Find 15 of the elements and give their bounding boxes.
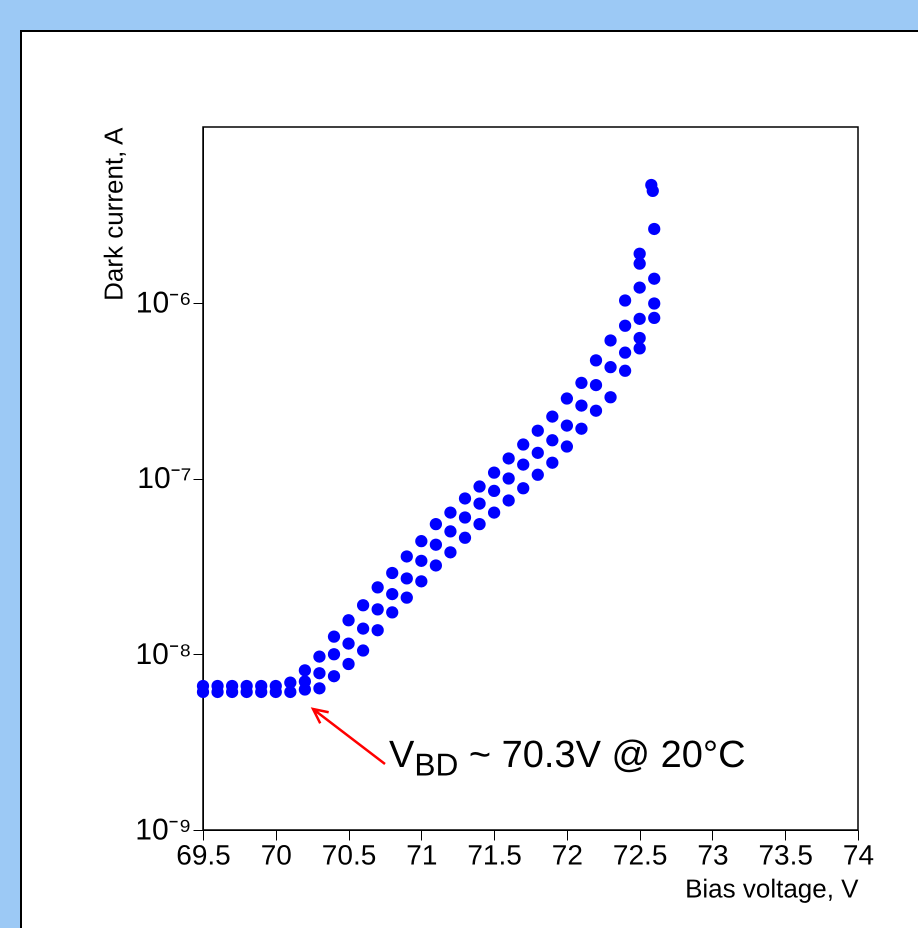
y-axis-title: Dark current, A [98, 126, 128, 301]
x-axis-title: Bias voltage, V [685, 874, 860, 904]
x-tick-label: 72.5 [612, 840, 668, 870]
x-tick-label: 71.5 [467, 840, 522, 870]
x-tick-label: 70 [260, 840, 292, 870]
y-tick-label: 10⁻⁷ [137, 462, 192, 495]
x-tick-label: 73.5 [758, 840, 813, 870]
x-tick-label: 70.5 [322, 840, 376, 870]
x-tick-label: 71 [406, 840, 438, 870]
x-tick-label: 72 [552, 840, 583, 870]
x-tick-label: 73 [697, 840, 729, 870]
y-tick-label: 10⁻⁶ [136, 286, 192, 320]
x-tick-label: 74 [842, 840, 874, 870]
y-tick-label: 10⁻⁸ [135, 638, 192, 671]
annotation: V$_{BD}$ ~ 70.3V @ 20°C [389, 734, 746, 784]
